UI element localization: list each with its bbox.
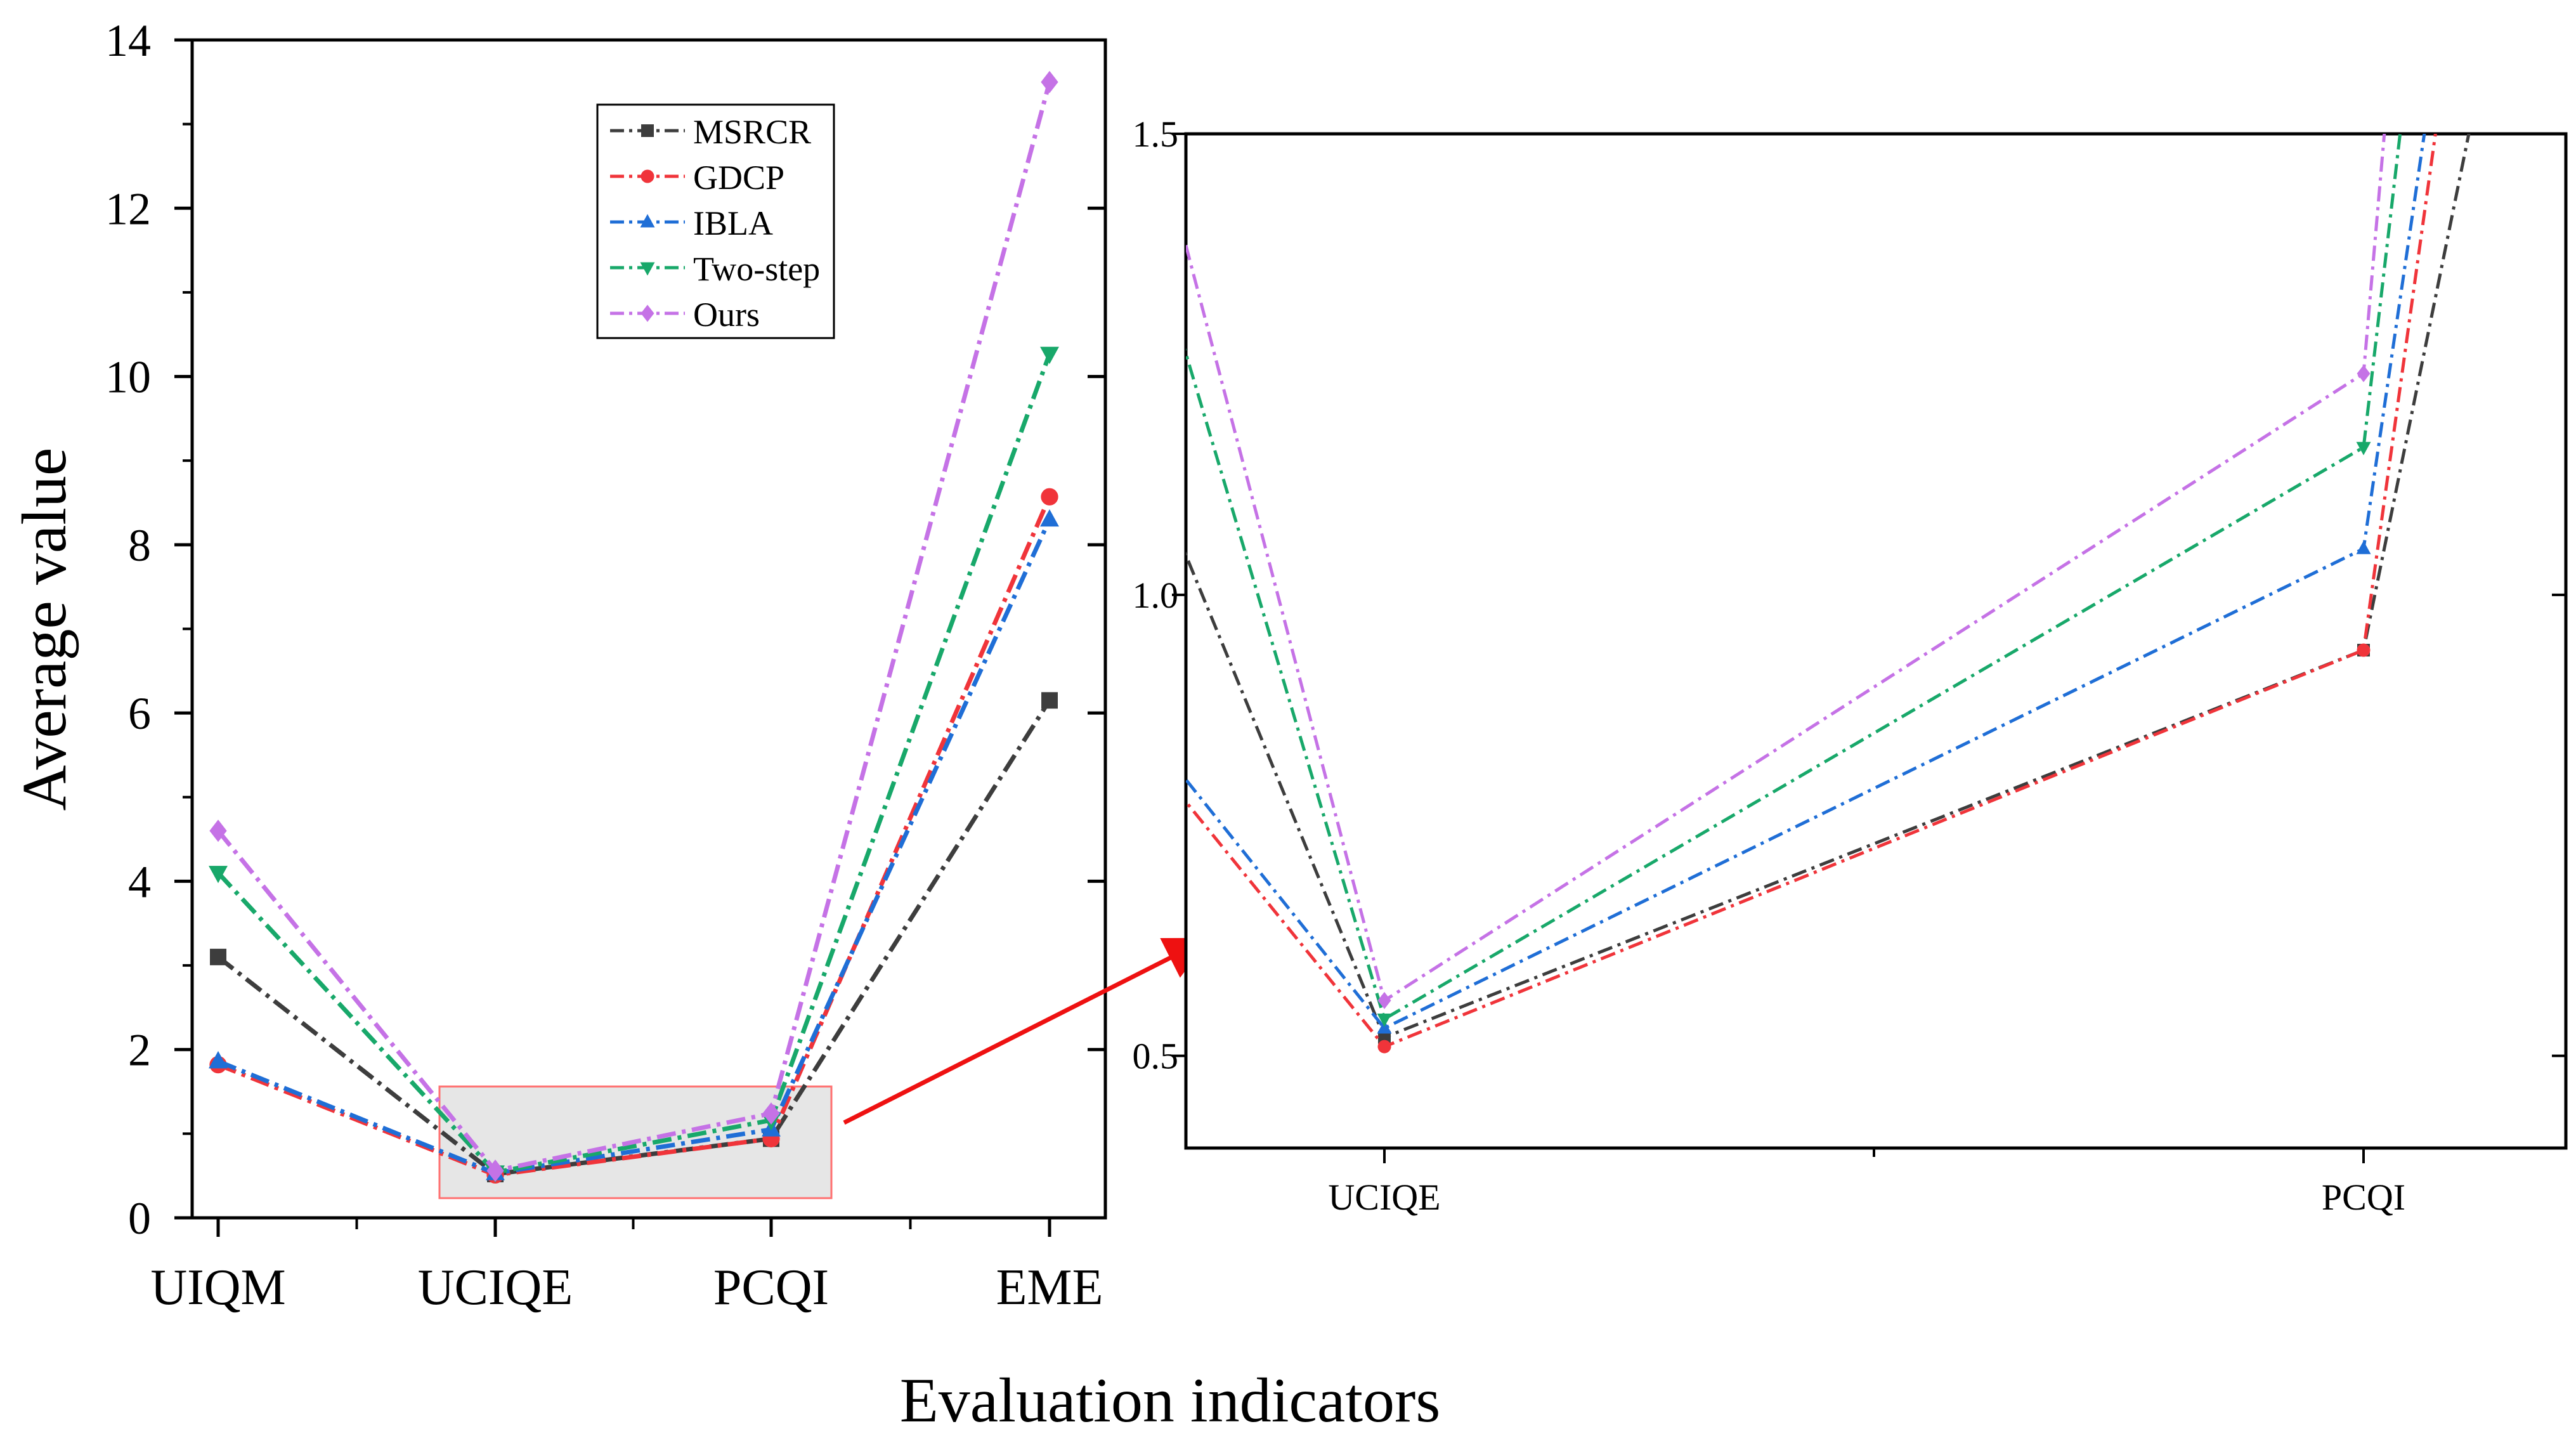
legend-marker-ours — [641, 304, 654, 322]
data-point-ibla — [1040, 509, 1059, 527]
main-series-group — [209, 70, 1059, 1184]
zoom-data-point-two-step — [2356, 441, 2371, 455]
data-point-msrcr — [1041, 692, 1058, 709]
zoom-data-point-msrcr — [1378, 1031, 1391, 1044]
x-axis-label: Evaluation indicators — [900, 1365, 1441, 1435]
legend-marker-two-step — [640, 262, 655, 276]
main-axis-ticks — [174, 38, 1105, 1237]
zoom-axis-ticks — [1172, 133, 2566, 1163]
zoom-data-point-ours — [1377, 991, 1391, 1009]
series-line-ibla — [217, 518, 1052, 1176]
zoom-x-tick-label-pcqi: PCQI — [2322, 1177, 2405, 1218]
y-axis-label: Average value — [9, 448, 79, 811]
zoom-y-tick-labels: 0.5 1.0 1.5 — [1133, 114, 1179, 1077]
legend-frame — [596, 103, 835, 339]
series-ours — [209, 70, 1058, 1182]
data-point-ours — [486, 1159, 504, 1182]
series-line-gdcp — [217, 495, 1052, 1177]
y-tick-label: 12 — [105, 183, 151, 234]
legend-label-two-step: Two-step — [693, 250, 820, 288]
zoom-series-gdcp — [1186, 134, 2437, 1054]
data-point-gdcp — [1041, 488, 1058, 506]
zoom-x-tick-label-uciqe: UCIQE — [1328, 1177, 1440, 1218]
legend-label-gdcp: GDCP — [693, 159, 784, 197]
main-chart: 0 2 4 6 8 10 12 14 UIQM UCIQE PCQI EME A… — [9, 15, 1440, 1435]
y-tick-label: 10 — [105, 352, 151, 403]
data-point-two-step — [1040, 346, 1059, 365]
zoom-series-two-step — [1186, 134, 2402, 1027]
x-tick-label-eme: EME — [996, 1260, 1103, 1315]
zoom-arrow — [843, 937, 1210, 1125]
series-line-msrcr — [216, 699, 1051, 1177]
data-point-ours — [1041, 70, 1058, 93]
series-line-ours — [216, 81, 1052, 1173]
main-y-tick-labels: 0 2 4 6 8 10 12 14 — [105, 15, 151, 1244]
zoom-plot-frame — [1184, 132, 2568, 1150]
zoom-y-tick-label: 1.0 — [1133, 575, 1179, 616]
zoom-series-ours — [1186, 134, 2386, 1009]
legend-marker-ibla — [640, 214, 655, 228]
data-point-ours — [209, 819, 227, 842]
series-line-two-step — [216, 353, 1052, 1175]
zoom-data-point-ibla — [2356, 540, 2371, 554]
x-tick-label-uiqm: UIQM — [150, 1260, 285, 1315]
legend: MSRCR GDCP IBLA Two-step Ours — [596, 103, 835, 339]
data-point-ibla — [209, 1051, 228, 1069]
y-tick-label: 2 — [128, 1025, 151, 1076]
main-x-tick-labels: UIQM UCIQE PCQI EME — [150, 1260, 1103, 1315]
y-tick-label: 0 — [128, 1193, 151, 1244]
x-tick-label-uciqe: UCIQE — [418, 1260, 573, 1315]
legend-label-msrcr: MSRCR — [693, 113, 811, 151]
y-tick-label: 6 — [128, 688, 151, 739]
x-tick-label-pcqi: PCQI — [713, 1260, 829, 1315]
legend-marker-gdcp — [641, 169, 654, 183]
zoom-data-point-two-step — [1377, 1013, 1392, 1027]
legend-label-ours: Ours — [693, 296, 760, 334]
zoom-series-group — [1186, 134, 2471, 1054]
series-two-step — [209, 346, 1059, 1183]
zoom-series-ibla — [1186, 134, 2426, 1034]
y-tick-label: 8 — [128, 520, 151, 571]
zoom-y-tick-label: 1.5 — [1133, 114, 1179, 155]
zoom-chart: 0.5 1.0 1.5 UCIQE PCQI — [1133, 114, 2568, 1218]
y-tick-label: 4 — [128, 856, 151, 907]
series-ibla — [209, 509, 1059, 1180]
legend-label-ibla: IBLA — [693, 204, 773, 242]
legend-samples — [610, 124, 685, 322]
data-point-two-step — [209, 866, 228, 884]
zoom-data-point-ours — [2357, 365, 2371, 382]
zoom-data-point-gdcp — [2357, 643, 2371, 657]
zoom-y-tick-label: 0.5 — [1133, 1036, 1179, 1077]
zoom-x-tick-labels: UCIQE PCQI — [1328, 1177, 2405, 1218]
zoom-data-point-ibla — [1377, 1020, 1392, 1034]
data-point-ours — [762, 1102, 780, 1125]
data-point-msrcr — [210, 948, 226, 965]
legend-marker-msrcr — [641, 124, 654, 137]
y-tick-label: 14 — [105, 15, 151, 66]
zoom-data-point-gdcp — [1377, 1040, 1391, 1054]
